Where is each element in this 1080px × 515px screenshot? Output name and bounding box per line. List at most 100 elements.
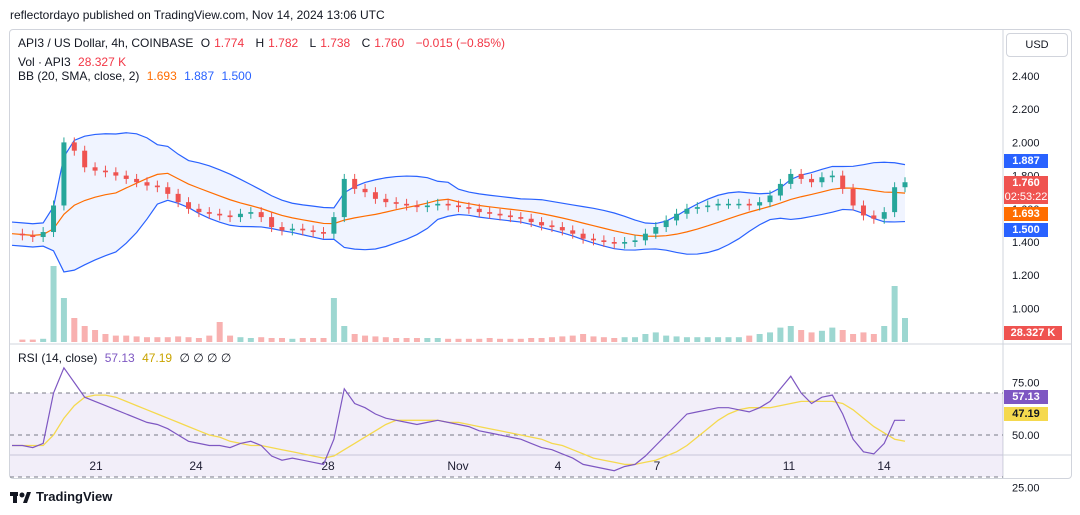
candle-body	[123, 175, 129, 179]
volume-bar	[50, 266, 57, 342]
volume-bar	[382, 337, 389, 342]
candle-body	[30, 235, 36, 238]
candle-body	[684, 208, 690, 214]
volume-bar	[206, 335, 213, 342]
high-label: H	[255, 36, 265, 50]
volume-bar	[310, 338, 317, 342]
candle-body	[539, 222, 545, 226]
candle-body	[622, 242, 628, 244]
bb-upper-line	[11, 132, 906, 225]
candle-body	[725, 203, 731, 206]
volume-bar	[870, 334, 877, 342]
candle-body	[456, 205, 461, 208]
volume-bar	[839, 330, 846, 342]
bb-mid-value: 1.693	[146, 69, 177, 83]
symbol-label[interactable]: API3 / US Dollar, 4h, COINBASE	[18, 36, 194, 50]
candle-body	[227, 215, 233, 218]
candle-body	[580, 233, 586, 239]
volume-bar	[341, 326, 348, 342]
price-tick-label: 1.000	[1012, 303, 1040, 315]
candle-body	[528, 218, 534, 223]
candle-body	[404, 203, 410, 206]
candle-body	[736, 203, 742, 206]
volume-bar	[154, 337, 161, 342]
volume-label[interactable]: Vol · API3	[18, 55, 71, 69]
candle-body	[321, 232, 327, 234]
candle-body	[466, 207, 472, 209]
candle-body	[289, 228, 295, 231]
volume-bar	[227, 335, 234, 342]
rsi-badge: 57.13	[1004, 390, 1048, 404]
volume-bar	[891, 286, 898, 342]
candle-body	[424, 205, 430, 208]
candle-body	[632, 240, 638, 242]
volume-bar	[715, 337, 722, 342]
volume-bar	[808, 332, 815, 342]
candle-body	[154, 185, 160, 188]
volume-bar	[663, 335, 670, 342]
volume-bar	[735, 337, 742, 342]
volume-bar	[621, 337, 628, 342]
volume-bar	[40, 338, 47, 342]
volume-bar	[611, 338, 618, 342]
volume-bar	[528, 338, 535, 342]
low-label: L	[309, 36, 317, 50]
close-label: C	[361, 36, 371, 50]
candle-body	[19, 233, 25, 236]
volume-bar	[486, 338, 493, 342]
price-tick-label: 2.000	[1012, 137, 1040, 149]
volume-bar	[278, 338, 285, 342]
rsi-line	[12, 366, 905, 472]
rsi-tick-label: 25.00	[1012, 483, 1040, 495]
tradingview-logo-icon	[10, 491, 31, 503]
close-value: 1.760	[374, 36, 405, 50]
volume-bar	[29, 339, 36, 342]
volume-bar	[164, 337, 171, 342]
time-tick-label: 7	[654, 459, 661, 473]
price-tick-label: 2.200	[1012, 104, 1040, 116]
volume-bar	[455, 338, 462, 342]
volume-bar	[476, 338, 483, 342]
volume-bar	[143, 337, 150, 342]
volume-bar	[299, 338, 306, 342]
candle-body	[871, 215, 877, 219]
volume-bar	[413, 338, 420, 342]
candle-body	[611, 242, 617, 244]
volume-bar	[600, 337, 607, 342]
candle-body	[860, 205, 866, 216]
rsi-legend: RSI (14, close) 57.13 47.19 ∅ ∅ ∅ ∅	[18, 351, 235, 365]
rsi-ma-value: 47.19	[142, 351, 173, 365]
volume-bar	[185, 337, 192, 342]
volume-bar	[704, 337, 711, 342]
candle-body	[788, 173, 794, 184]
candle-body	[165, 187, 171, 194]
rsi-label[interactable]: RSI (14, close)	[18, 351, 98, 365]
candle-body	[248, 212, 254, 214]
bb-label[interactable]: BB (20, SMA, close, 2)	[18, 69, 140, 83]
volume-bar	[424, 338, 431, 342]
candle-body	[881, 212, 887, 219]
candle-body	[809, 178, 815, 183]
candle-body	[590, 238, 596, 241]
candle-body	[186, 202, 192, 209]
rsi-ma-line	[12, 394, 906, 466]
volume-bar	[497, 338, 504, 342]
volume-bar	[507, 338, 514, 342]
candle-body	[601, 240, 607, 242]
candle-body	[435, 203, 441, 206]
volume-value: 28.327 K	[78, 55, 127, 69]
chart-frame	[9, 29, 1072, 479]
volume-bar	[445, 338, 452, 342]
tradingview-logo[interactable]: TradingView	[10, 489, 112, 504]
volume-bar	[818, 330, 825, 342]
rsi-value: 57.13	[104, 351, 135, 365]
volume-bar	[746, 335, 753, 342]
currency-selector[interactable]: USD	[1006, 33, 1068, 57]
bb-upper-badge: 1.887	[1004, 154, 1048, 168]
volume-bar	[330, 298, 337, 342]
candle-body	[653, 227, 659, 234]
volume-bar	[652, 332, 659, 342]
candle-body	[518, 217, 524, 219]
volume-bar	[434, 338, 441, 342]
